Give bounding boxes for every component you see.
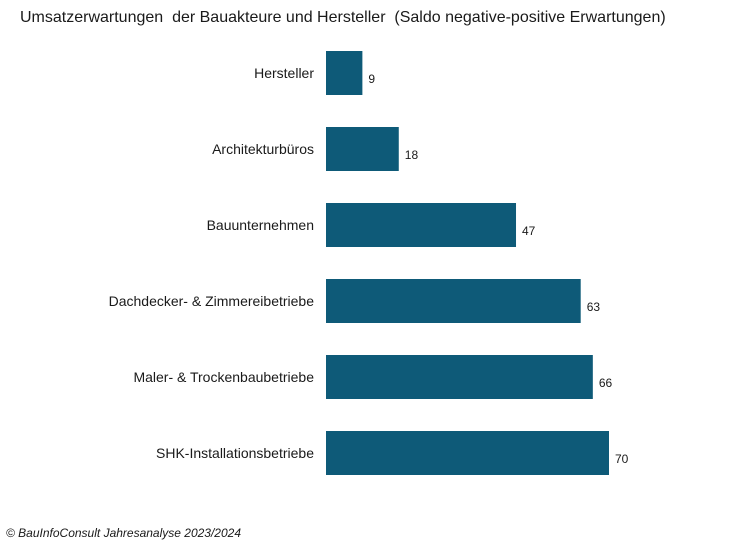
bar: [326, 279, 581, 323]
value-label: 70: [615, 452, 629, 466]
chart-title: Umsatzerwartungen der Bauakteure und Her…: [20, 9, 666, 26]
bar: [326, 431, 609, 475]
value-label: 18: [405, 148, 419, 162]
value-labels: 9 18 47 63 66 70: [368, 72, 628, 466]
value-label: 63: [587, 300, 601, 314]
value-label: 9: [368, 72, 375, 86]
category-label: Maler- & Trockenbaubetriebe: [133, 369, 314, 385]
category-labels: Hersteller Architekturbüros Bauunternehmen…: [109, 65, 315, 461]
copyright-footer: © BauInfoConsult Jahresanalyse 2023/2024: [6, 526, 242, 540]
category-label: SHK-Installationsbetriebe: [156, 445, 314, 461]
bar: [326, 51, 363, 95]
bar: [326, 355, 593, 399]
value-label: 47: [522, 224, 536, 238]
category-label: Hersteller: [254, 65, 314, 81]
category-label: Architekturbüros: [212, 141, 314, 157]
value-label: 66: [599, 376, 613, 390]
bars: [326, 51, 609, 475]
bar: [326, 127, 399, 171]
bar: [326, 203, 517, 247]
category-label: Bauunternehmen: [207, 217, 314, 233]
category-label: Dachdecker- & Zimmereibetriebe: [109, 293, 315, 309]
